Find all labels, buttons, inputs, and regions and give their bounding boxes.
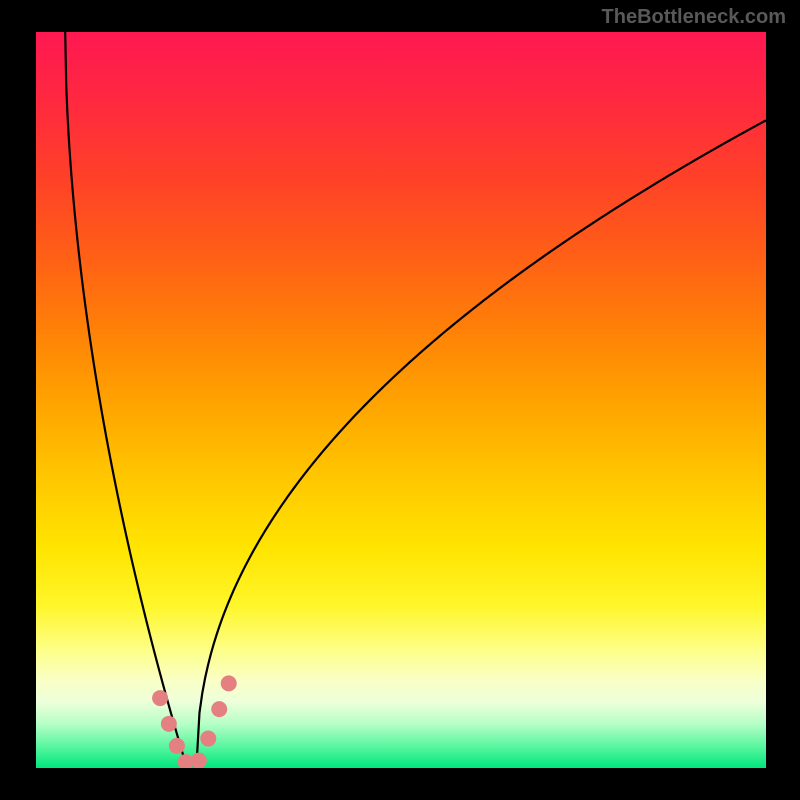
data-marker bbox=[161, 716, 177, 732]
watermark-text: TheBottleneck.com bbox=[602, 6, 786, 29]
data-marker bbox=[191, 753, 207, 768]
plot-area bbox=[36, 32, 766, 768]
right-curve bbox=[197, 120, 766, 763]
chart-container: TheBottleneck.com bbox=[0, 0, 800, 800]
curves-overlay bbox=[36, 32, 766, 768]
data-marker bbox=[200, 731, 216, 747]
data-marker bbox=[221, 675, 237, 691]
left-curve bbox=[65, 32, 185, 764]
data-marker bbox=[169, 738, 185, 754]
data-marker bbox=[211, 701, 227, 717]
data-marker bbox=[152, 690, 168, 706]
